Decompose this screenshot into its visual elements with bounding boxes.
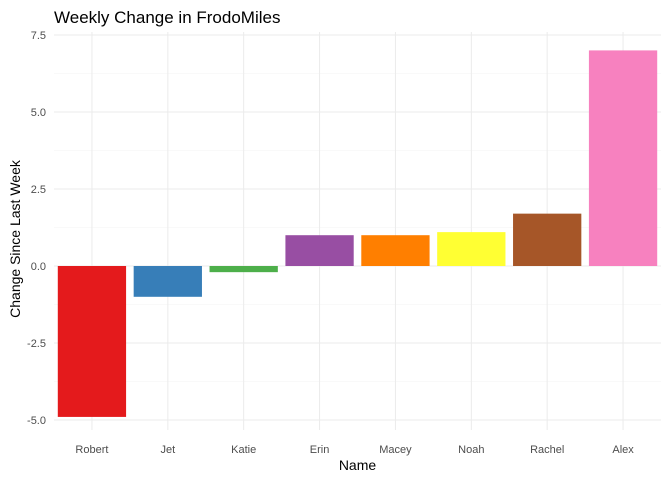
x-tick-label: Macey <box>379 444 412 456</box>
x-axis-ticks: Robert Jet Katie Erin Macey Noah Rachel Alex <box>75 444 634 456</box>
chart-title: Weekly Change in FrodoMiles <box>54 8 280 27</box>
x-tick-label: Alex <box>612 444 634 456</box>
bar-erin <box>285 235 354 266</box>
y-tick-label: 2.5 <box>31 184 46 196</box>
bar-macey <box>361 235 430 266</box>
bars <box>57 50 658 417</box>
y-tick-label: 7.5 <box>31 30 46 42</box>
bar-alex <box>588 50 658 267</box>
y-tick-label: 5.0 <box>31 107 46 119</box>
x-tick-label: Jet <box>160 444 175 456</box>
x-tick-label: Noah <box>458 444 484 456</box>
x-tick-label: Robert <box>75 444 108 456</box>
y-axis-title: Change Since Last Week <box>7 159 23 318</box>
x-tick-label: Katie <box>231 444 256 456</box>
bar-noah <box>437 232 506 266</box>
x-tick-label: Rachel <box>530 444 564 456</box>
x-axis-title: Name <box>339 457 377 473</box>
y-tick-label: -5.0 <box>27 415 46 427</box>
y-tick-label: 0.0 <box>31 261 46 273</box>
x-tick-label: Erin <box>310 444 330 456</box>
bar-jet <box>133 266 202 297</box>
y-axis-ticks: -5.0 -2.5 0.0 2.5 5.0 7.5 <box>27 30 46 427</box>
bar-rachel <box>513 213 582 266</box>
bar-robert <box>57 266 127 417</box>
y-tick-label: -2.5 <box>27 338 46 350</box>
bar-katie <box>209 266 278 273</box>
